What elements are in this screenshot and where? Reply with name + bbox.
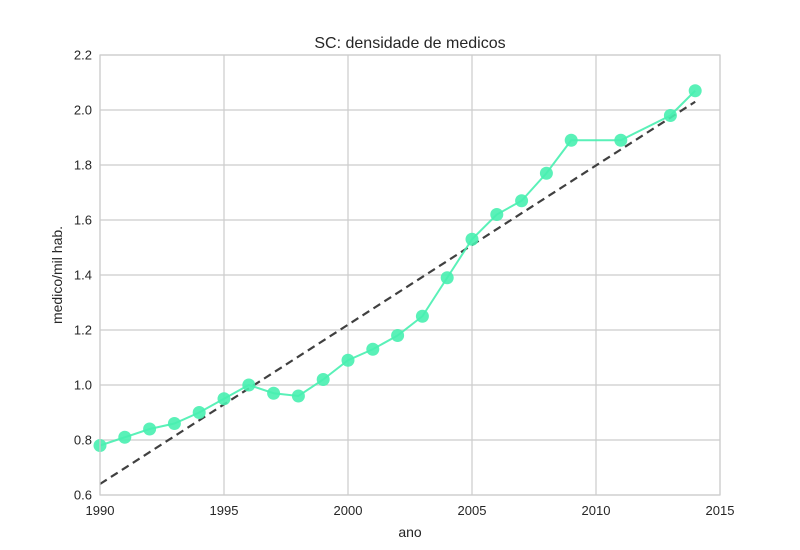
data-point	[490, 208, 504, 221]
data-point	[341, 353, 355, 367]
y-axis-title: medico/mil hab.	[49, 226, 65, 324]
data-point	[366, 342, 380, 356]
x-axis-title: ano	[398, 524, 422, 540]
data-point	[118, 430, 132, 444]
data-point	[415, 309, 429, 323]
x-tick-label: 2015	[706, 503, 735, 518]
y-tick-label: 1.4	[74, 268, 92, 283]
data-point	[167, 417, 181, 430]
series-layer	[93, 84, 702, 452]
data-point	[192, 406, 206, 419]
y-tick-label: 1.2	[74, 323, 92, 338]
data-point	[614, 133, 628, 147]
data-point	[663, 109, 677, 122]
x-tick-label: 2010	[582, 503, 611, 518]
data-point	[267, 386, 281, 400]
y-tick-label: 1.8	[74, 158, 92, 173]
y-tick-label: 1.0	[74, 378, 92, 393]
trend-line-layer	[99, 100, 696, 485]
y-tick-label: 1.6	[74, 213, 92, 228]
data-point	[242, 378, 256, 392]
data-point	[564, 133, 578, 147]
trend-line	[99, 100, 696, 485]
y-tick-label: 0.6	[74, 488, 92, 503]
data-point	[688, 84, 702, 98]
chart-title: SC: densidade de medicos	[314, 35, 505, 52]
data-point	[143, 422, 157, 436]
data-point	[539, 166, 553, 180]
data-point	[440, 271, 454, 285]
data-point	[217, 392, 231, 406]
data-point	[515, 194, 529, 208]
x-tick-labels: 1990 1995 2000 2005 2010 2015	[86, 503, 735, 518]
data-point	[465, 232, 479, 246]
y-tick-labels: 0.6 0.8 1.0 1.2 1.4 1.6 1.8 2.0 2.2	[74, 48, 92, 503]
y-tick-label: 2.0	[74, 103, 92, 118]
x-tick-label: 1990	[86, 503, 115, 518]
y-tick-label: 2.2	[74, 48, 92, 63]
y-tick-label: 0.8	[74, 433, 92, 448]
data-point	[316, 373, 330, 386]
x-tick-label: 2000	[334, 503, 363, 518]
data-point	[391, 329, 405, 342]
data-point	[291, 389, 305, 403]
plot-frame	[99, 54, 721, 496]
x-tick-label: 2005	[458, 503, 487, 518]
x-tick-label: 1995	[210, 503, 239, 518]
